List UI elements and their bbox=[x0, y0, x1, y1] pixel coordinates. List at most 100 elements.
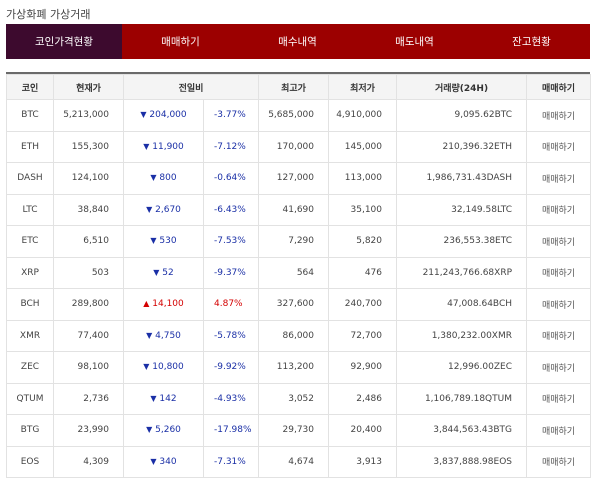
coin-symbol: BTG bbox=[6, 414, 54, 447]
trade-link[interactable]: 매매하기 bbox=[541, 269, 576, 280]
volume-24h: 47,008.64BCH bbox=[396, 288, 527, 321]
change-amount-cell: ▼ 204,000 bbox=[123, 99, 204, 132]
volume-24h: 9,095.62BTC bbox=[396, 99, 527, 132]
high-price: 4,674 bbox=[258, 445, 329, 478]
low-price: 35,100 bbox=[328, 193, 397, 226]
current-price: 4,309 bbox=[53, 445, 124, 478]
low-price: 92,900 bbox=[328, 351, 397, 384]
coin-symbol: ZEC bbox=[6, 351, 54, 384]
trade-link[interactable]: 매매하기 bbox=[541, 237, 576, 248]
change-percent: -17.98% bbox=[203, 414, 259, 447]
trade-link[interactable]: 매매하기 bbox=[541, 174, 576, 185]
current-price: 98,100 bbox=[53, 351, 124, 384]
change-percent: -0.64% bbox=[203, 162, 259, 195]
table-row: ZEC 98,100 ▼ 10,800 -9.92% 113,200 92,900 12,9… bbox=[6, 351, 591, 384]
trade-link[interactable]: 매매하기 bbox=[541, 111, 576, 122]
table-row: LTC 38,840 ▼ 2,670 -6.43% 41,690 35,100 32,149… bbox=[6, 193, 591, 226]
high-price: 327,600 bbox=[258, 288, 329, 321]
change-percent: -3.77% bbox=[203, 99, 259, 132]
low-price: 2,486 bbox=[328, 382, 397, 415]
current-price: 23,990 bbox=[53, 414, 124, 447]
change-amount-cell: ▼ 52 bbox=[123, 256, 204, 289]
change-amount: 11,900 bbox=[152, 141, 184, 152]
tab-buy-history[interactable]: 매수내역 bbox=[278, 36, 317, 48]
header-volume: 거래량(24H) bbox=[396, 74, 527, 100]
change-amount-cell: ▼ 11,900 bbox=[123, 130, 204, 163]
coin-symbol: ETH bbox=[6, 130, 54, 163]
volume-24h: 211,243,766.68XRP bbox=[396, 256, 527, 289]
table-row: BTG 23,990 ▼ 5,260 -17.98% 29,730 20,400 3,844… bbox=[6, 414, 591, 447]
change-percent: -4.93% bbox=[203, 382, 259, 415]
coin-symbol: ETC bbox=[6, 225, 54, 258]
triangle-down-icon: ▼ bbox=[146, 204, 153, 214]
change-amount: 4,750 bbox=[155, 330, 181, 341]
low-price: 72,700 bbox=[328, 319, 397, 352]
table-row: EOS 4,309 ▼ 340 -7.31% 4,674 3,913 3,837,888.9… bbox=[6, 445, 591, 478]
change-amount: 800 bbox=[159, 173, 177, 184]
tab-trade[interactable]: 매매하기 bbox=[161, 36, 200, 48]
change-percent: 4.87% bbox=[203, 288, 259, 321]
change-amount: 204,000 bbox=[149, 110, 187, 121]
header-trade: 매매하기 bbox=[526, 74, 591, 100]
triangle-down-icon: ▼ bbox=[146, 425, 153, 435]
coin-symbol: EOS bbox=[6, 445, 54, 478]
trade-link[interactable]: 매매하기 bbox=[541, 300, 576, 311]
header-current-price: 현재가 bbox=[53, 74, 124, 100]
change-amount: 530 bbox=[159, 236, 177, 247]
change-amount-cell: ▲ 14,100 bbox=[123, 288, 204, 321]
low-price: 20,400 bbox=[328, 414, 397, 447]
tab-sell-history[interactable]: 매도내역 bbox=[395, 36, 434, 48]
trade-link-cell: 매매하기 bbox=[526, 256, 591, 289]
change-percent: -7.53% bbox=[203, 225, 259, 258]
tab-balance[interactable]: 잔고현황 bbox=[512, 36, 551, 48]
trade-link[interactable]: 매매하기 bbox=[541, 426, 576, 437]
trade-link-cell: 매매하기 bbox=[526, 193, 591, 226]
volume-24h: 1,106,789.18QTUM bbox=[396, 382, 527, 415]
low-price: 5,820 bbox=[328, 225, 397, 258]
triangle-down-icon: ▼ bbox=[153, 267, 160, 277]
header-change: 전일비 bbox=[123, 74, 259, 100]
high-price: 5,685,000 bbox=[258, 99, 329, 132]
volume-24h: 236,553.38ETC bbox=[396, 225, 527, 258]
change-amount: 142 bbox=[159, 393, 177, 404]
table-row: XMR 77,400 ▼ 4,750 -5.78% 86,000 72,700 1,380,… bbox=[6, 319, 591, 352]
current-price: 38,840 bbox=[53, 193, 124, 226]
high-price: 86,000 bbox=[258, 319, 329, 352]
change-percent: -7.12% bbox=[203, 130, 259, 163]
coin-symbol: DASH bbox=[6, 162, 54, 195]
change-amount-cell: ▼ 4,750 bbox=[123, 319, 204, 352]
table-header-row: 코인 현재가 전일비 최고가 최저가 거래량(24H) 매매하기 bbox=[6, 74, 591, 100]
trade-link[interactable]: 매매하기 bbox=[541, 143, 576, 154]
high-price: 170,000 bbox=[258, 130, 329, 163]
table-row: DASH 124,100 ▼ 800 -0.64% 127,000 113,000 1,98… bbox=[6, 162, 591, 195]
low-price: 113,000 bbox=[328, 162, 397, 195]
trade-link[interactable]: 매매하기 bbox=[541, 363, 576, 374]
trade-link-cell: 매매하기 bbox=[526, 162, 591, 195]
triangle-down-icon: ▼ bbox=[146, 330, 153, 340]
change-amount: 14,100 bbox=[152, 299, 184, 310]
change-amount-cell: ▼ 10,800 bbox=[123, 351, 204, 384]
volume-24h: 12,996.00ZEC bbox=[396, 351, 527, 384]
tab-coin-prices[interactable]: 코인가격현황 bbox=[6, 24, 122, 59]
trade-link[interactable]: 매매하기 bbox=[541, 206, 576, 217]
trade-link[interactable]: 매매하기 bbox=[541, 458, 576, 469]
trade-link[interactable]: 매매하기 bbox=[541, 332, 576, 343]
trade-link[interactable]: 매매하기 bbox=[541, 395, 576, 406]
change-amount: 2,670 bbox=[155, 204, 181, 215]
table-row: ETC 6,510 ▼ 530 -7.53% 7,290 5,820 236,553.38E… bbox=[6, 225, 591, 258]
change-amount: 5,260 bbox=[155, 425, 181, 436]
low-price: 3,913 bbox=[328, 445, 397, 478]
low-price: 476 bbox=[328, 256, 397, 289]
table-row: XRP 503 ▼ 52 -9.37% 564 476 211,243,766.68XRP 매… bbox=[6, 256, 591, 289]
change-amount-cell: ▼ 5,260 bbox=[123, 414, 204, 447]
change-amount: 10,800 bbox=[152, 362, 184, 373]
high-price: 41,690 bbox=[258, 193, 329, 226]
change-percent: -7.31% bbox=[203, 445, 259, 478]
volume-24h: 210,396.32ETH bbox=[396, 130, 527, 163]
change-amount-cell: ▼ 800 bbox=[123, 162, 204, 195]
table-row: ETH 155,300 ▼ 11,900 -7.12% 170,000 145,000 21… bbox=[6, 130, 591, 163]
change-amount-cell: ▼ 530 bbox=[123, 225, 204, 258]
current-price: 289,800 bbox=[53, 288, 124, 321]
change-percent: -9.37% bbox=[203, 256, 259, 289]
high-price: 564 bbox=[258, 256, 329, 289]
